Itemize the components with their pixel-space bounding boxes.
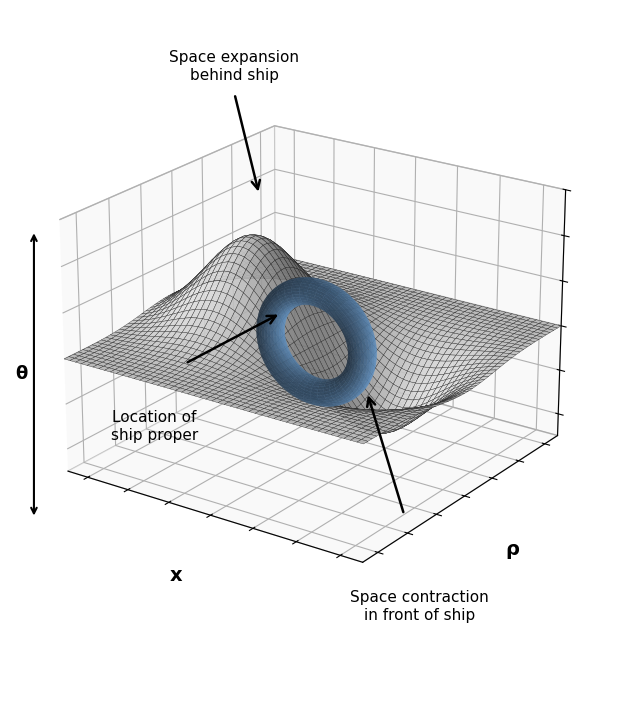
Text: θ: θ <box>15 366 28 383</box>
Y-axis label: ρ: ρ <box>506 540 520 559</box>
X-axis label: x: x <box>170 567 182 585</box>
Text: Space contraction
in front of ship: Space contraction in front of ship <box>350 590 489 623</box>
Text: Space expansion
behind ship: Space expansion behind ship <box>170 50 299 83</box>
Text: Location of
ship proper: Location of ship proper <box>110 410 198 443</box>
